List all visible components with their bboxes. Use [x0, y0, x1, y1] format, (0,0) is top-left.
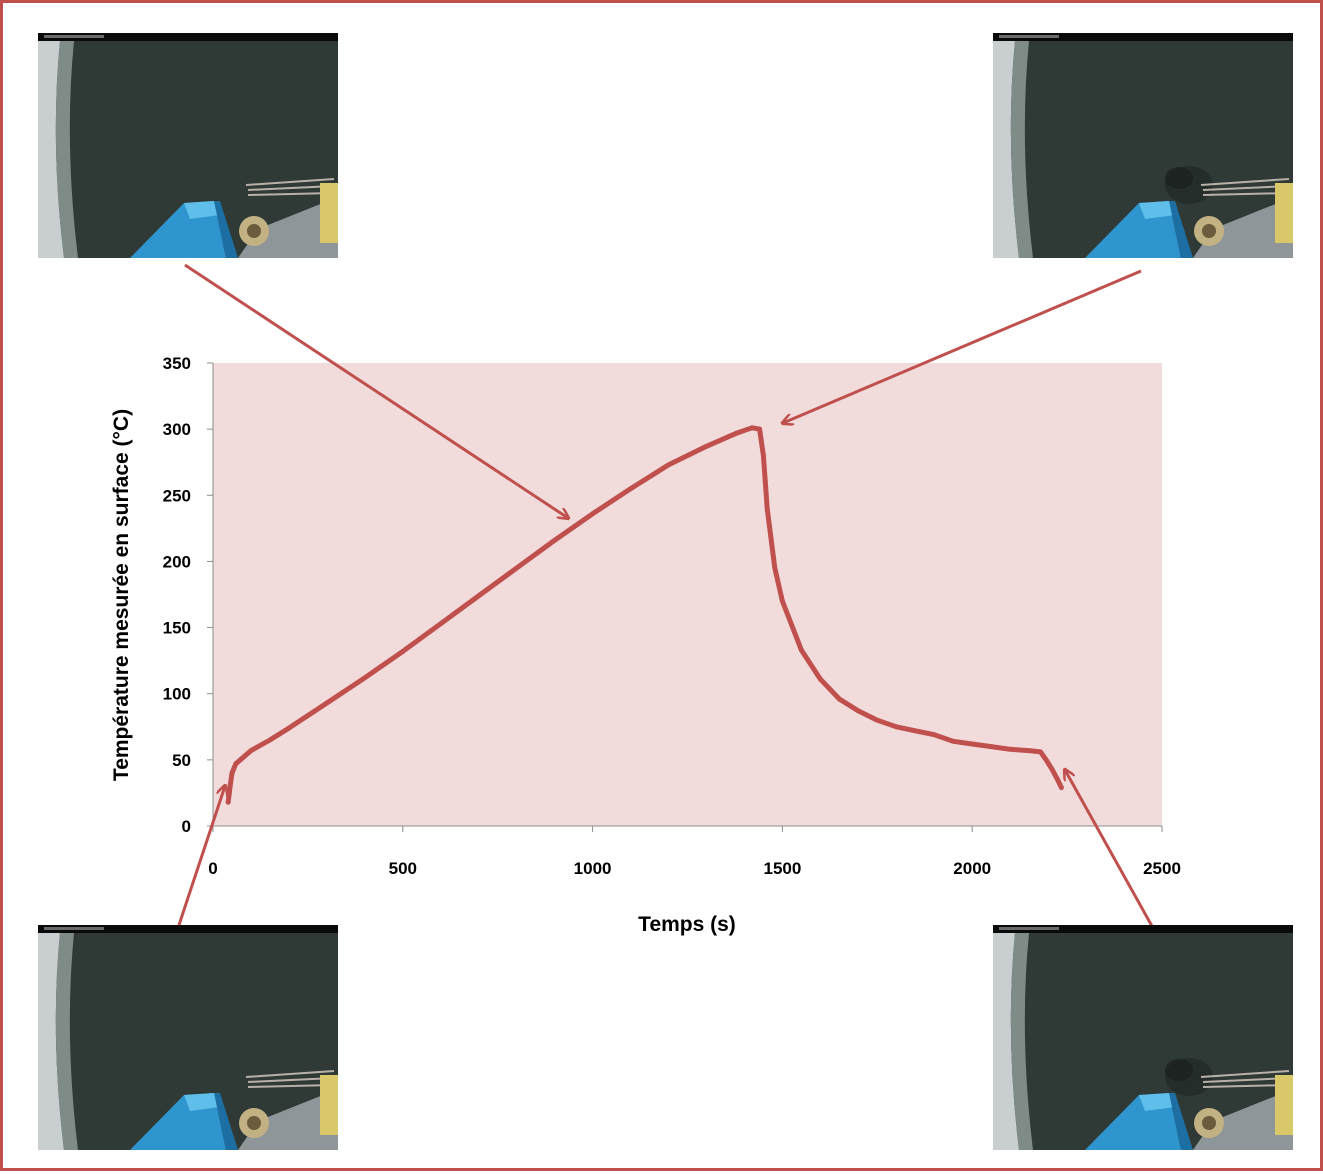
plot-area [213, 363, 1162, 826]
data-point [248, 748, 254, 753]
x-tick-label: 0 [208, 859, 217, 878]
data-point [400, 649, 406, 654]
data-point [590, 511, 595, 517]
data-point [229, 770, 235, 776]
x-axis-title: Temps (s) [638, 913, 736, 936]
data-point [780, 598, 785, 604]
x-tick-label: 2500 [1143, 859, 1181, 878]
photo-bottom-right [993, 925, 1293, 1150]
data-point [438, 621, 444, 626]
data-point [552, 537, 557, 543]
data-point [666, 462, 671, 468]
data-point [799, 647, 804, 653]
x-tick-label: 1500 [763, 859, 801, 878]
data-point [233, 761, 239, 767]
axes [212, 363, 1162, 827]
data-point [227, 783, 233, 789]
data-point [969, 741, 975, 747]
photo-top-right [993, 33, 1293, 258]
data-point [1026, 748, 1032, 753]
arrow-top-left [184, 263, 568, 518]
data-point [1049, 766, 1055, 772]
data-point [1043, 757, 1049, 763]
data-point [931, 732, 937, 738]
data-point [241, 754, 246, 760]
data-point [757, 426, 762, 432]
data-point [476, 593, 482, 599]
series-line [225, 425, 1064, 805]
data-point [362, 675, 368, 681]
data-point [749, 425, 755, 431]
data-point [761, 453, 766, 458]
data-point [267, 737, 273, 743]
y-tick-label: 100 [163, 685, 191, 704]
data-point [286, 725, 292, 731]
y-tick-label: 350 [163, 354, 191, 373]
data-point [1055, 777, 1060, 783]
data-point [818, 676, 823, 682]
data-point [988, 744, 994, 749]
arrow-top-right [783, 269, 1142, 423]
data-point [764, 506, 770, 511]
y-tick-label: 300 [163, 420, 191, 439]
data-point [1059, 785, 1064, 790]
data-point [893, 724, 899, 730]
axis-ticks: 0 50 100 150 200 250 300 350 0 500 1000 1500 2000 250… [163, 354, 1181, 878]
x-tick-label: 1000 [574, 859, 612, 878]
data-point [514, 565, 520, 571]
data-point [772, 565, 778, 571]
y-axis-title: Température mesurée en surface (°C) [110, 409, 133, 781]
y-tick-label: 50 [172, 751, 191, 770]
data-point [734, 430, 740, 436]
arrow-bottom-right [1065, 770, 1155, 929]
y-tick-label: 0 [182, 817, 191, 836]
y-tick-label: 150 [163, 619, 191, 638]
data-point [836, 696, 842, 702]
data-point [912, 728, 918, 734]
temperature-chart: 0 50 100 150 200 250 300 350 0 500 1000 1500 2000 250… [110, 263, 1181, 936]
y-tick-label: 200 [163, 552, 191, 571]
x-tick-label: 2000 [953, 859, 991, 878]
data-point [874, 717, 880, 723]
data-point [855, 708, 861, 714]
photo-top-left [38, 33, 338, 258]
data-point [950, 738, 956, 744]
data-point [704, 443, 709, 449]
data-point [1038, 749, 1043, 755]
data-point [324, 700, 330, 706]
data-point [628, 486, 633, 492]
data-point [1007, 746, 1013, 752]
y-tick-label: 250 [163, 486, 191, 505]
x-tick-label: 500 [389, 859, 417, 878]
data-point [225, 799, 231, 805]
series-layer [225, 425, 1064, 805]
photo-bottom-left [38, 925, 338, 1150]
callout-arrows [177, 263, 1155, 929]
arrow-bottom-left [177, 786, 225, 926]
